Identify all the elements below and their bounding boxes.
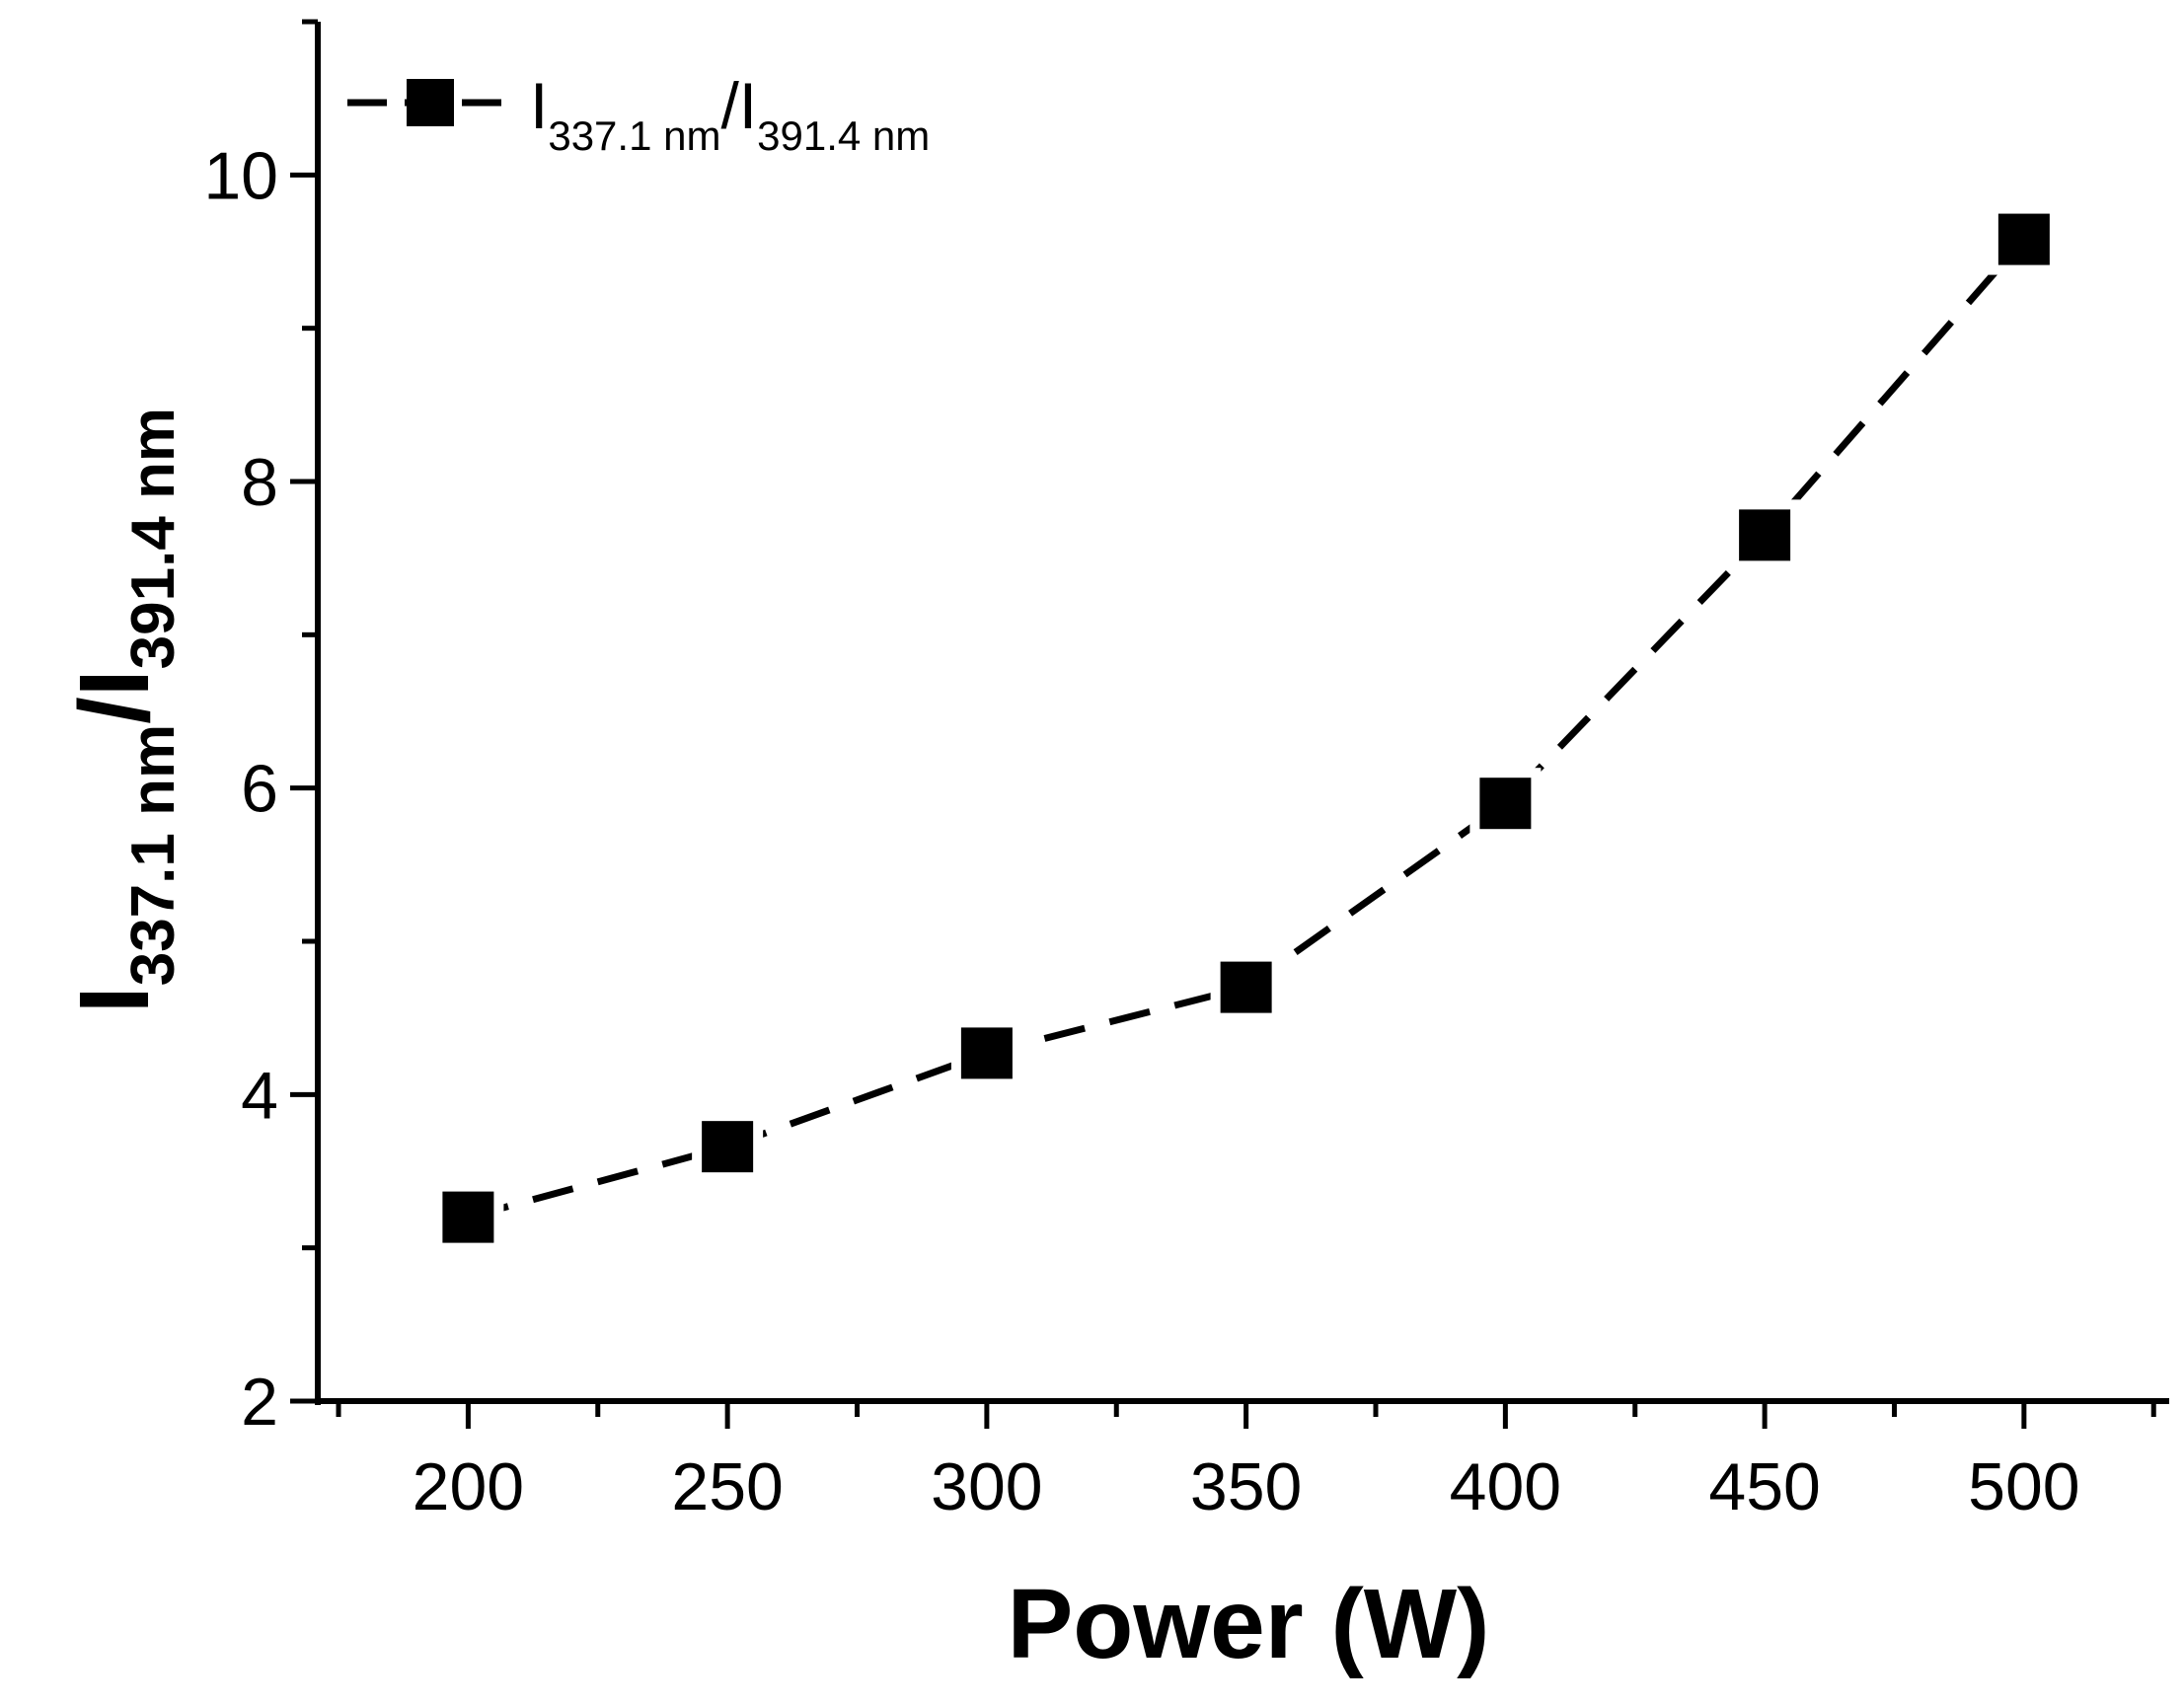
legend: I337.1 nm/I391.4 nm: [347, 69, 930, 159]
data-point-250: [702, 1121, 754, 1173]
y-axis-title-sub2: 391.4 nm: [119, 408, 188, 669]
y-axis-title: I337.1 nm/I391.4 nm: [59, 408, 188, 1013]
y-tick-label-4: 4: [241, 1058, 278, 1133]
x-tick-label-450: 450: [1708, 1449, 1820, 1524]
legend-label-slash: /I: [720, 69, 757, 142]
x-tick-label-250: 250: [671, 1449, 783, 1524]
x-tick-label-500: 500: [1968, 1449, 2079, 1524]
x-axis-title: Power (W): [1008, 1569, 1490, 1679]
legend-label: I337.1 nm/I391.4 nm: [530, 69, 930, 159]
y-tick-label-10: 10: [203, 138, 278, 213]
x-tick-label-350: 350: [1190, 1449, 1302, 1524]
series-line-0: [467, 237, 2027, 1221]
data-point-350: [1220, 961, 1272, 1013]
y-tick-label-2: 2: [241, 1365, 278, 1440]
x-tick-label-400: 400: [1450, 1449, 1561, 1524]
y-axis-title-slash: /I: [59, 669, 170, 724]
legend-label-sub2: 391.4 nm: [757, 112, 930, 159]
x-axis-ticks: 200 250 300 350 400 450 500: [336, 1401, 2156, 1524]
data-point-200: [442, 1191, 494, 1243]
data-point-300: [960, 1027, 1013, 1079]
y-tick-label-8: 8: [241, 445, 278, 520]
y-tick-label-6: 6: [241, 752, 278, 827]
legend-marker-square: [407, 79, 454, 126]
x-tick-label-200: 200: [413, 1449, 524, 1524]
series-layer: [432, 203, 2060, 1253]
x-tick-label-300: 300: [931, 1449, 1042, 1524]
legend-label-base: I: [530, 69, 548, 142]
data-point-500: [1997, 213, 2050, 265]
plot-area: [315, 22, 2169, 1405]
data-point-450: [1739, 509, 1791, 561]
y-axis-ticks: 2 4 6 8 10: [203, 19, 318, 1440]
y-axis-title-base: I: [59, 986, 170, 1013]
y-axis-title-sub1: 337.1 nm: [119, 724, 188, 986]
data-point-400: [1479, 778, 1532, 830]
legend-label-sub1: 337.1 nm: [548, 112, 720, 159]
